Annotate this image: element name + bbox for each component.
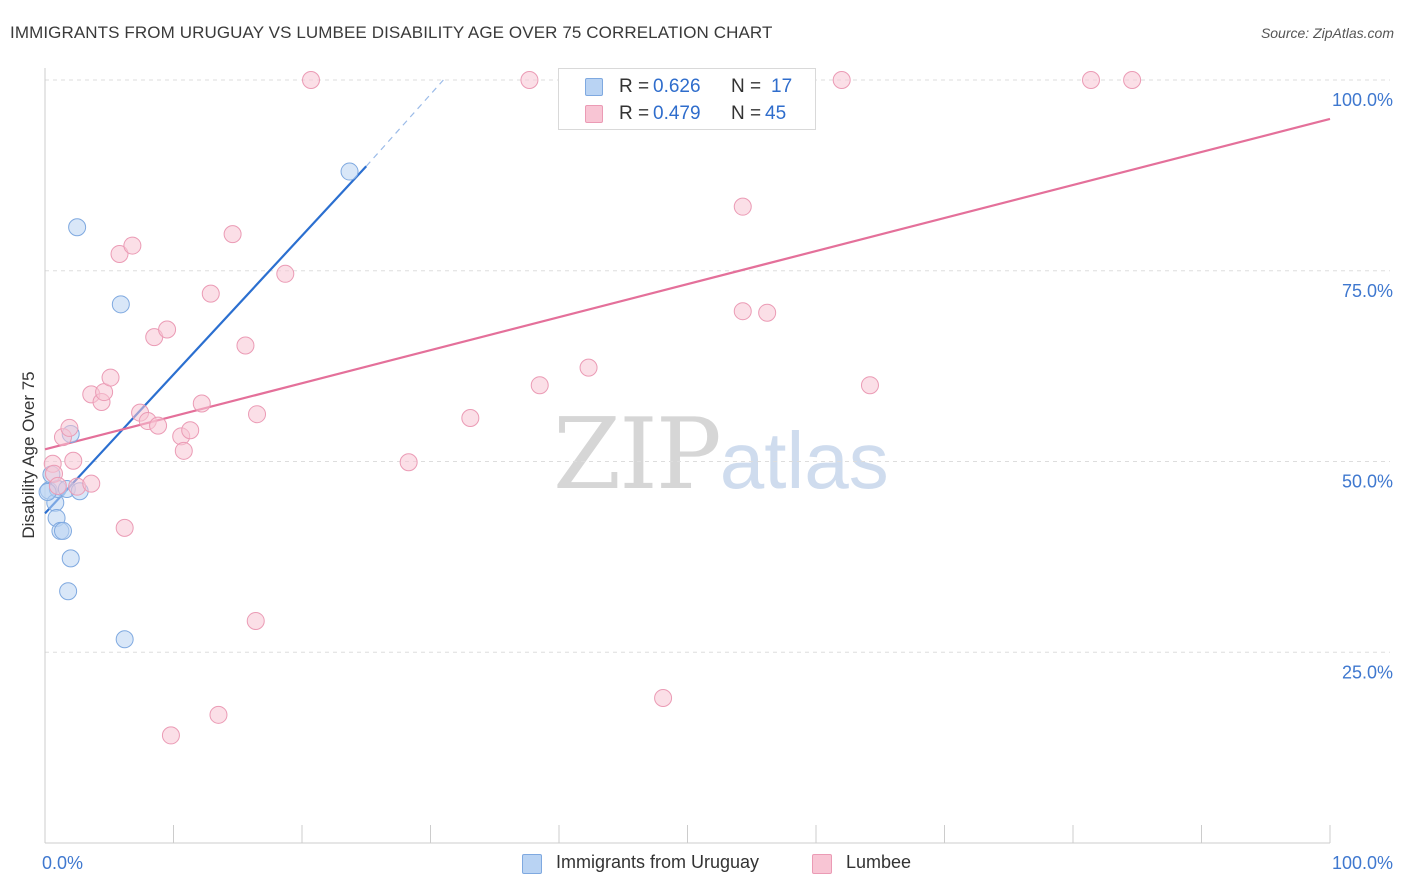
lumbee-point: [530, 376, 549, 395]
uruguay-trendline-extension: [365, 79, 444, 167]
legend-swatch-blue: [585, 78, 603, 96]
lumbee-trendline: [44, 117, 1331, 451]
legend-swatch-pink: [585, 105, 603, 123]
lumbee-point: [654, 689, 673, 708]
legend-r-value: 0.479: [653, 103, 701, 124]
lumbee-point: [248, 405, 267, 424]
zipatlas-watermark: ZIPatlas: [553, 398, 889, 512]
legend-n-label: N =: [731, 76, 762, 97]
lumbee-point: [1081, 71, 1100, 89]
lumbee-point: [115, 518, 134, 537]
y-tick-label: 50.0%: [1342, 472, 1393, 492]
y-tick-label: 75.0%: [1342, 281, 1393, 301]
stats-legend: R = 0.626 N = 17 R = 0.479 N = 45: [558, 68, 816, 130]
x-tick-label-start: 0.0%: [42, 853, 83, 873]
legend-r-value: 0.626: [653, 76, 701, 97]
bottom-legend-swatch-pink: [812, 854, 832, 874]
lumbee-point: [276, 264, 295, 283]
y-tick-label: 25.0%: [1342, 662, 1393, 682]
grid-layer: [45, 79, 1390, 653]
lumbee-point: [223, 225, 242, 244]
lumbee-point: [123, 236, 142, 255]
lumbee-point: [733, 302, 752, 321]
lumbee-point: [158, 320, 177, 339]
source-label: Source: ZipAtlas.com: [1260, 25, 1394, 41]
lumbee-point: [860, 376, 879, 395]
watermark-atlas: atlas: [719, 416, 889, 505]
lumbee-point: [201, 284, 220, 303]
points-layer: [38, 71, 1142, 745]
chart-title: IMMIGRANTS FROM URUGUAY VS LUMBEE DISABI…: [10, 23, 773, 42]
uruguay-point: [61, 549, 80, 568]
lumbee-point: [236, 336, 255, 355]
bottom-legend-label: Lumbee: [846, 852, 912, 872]
lumbee-point: [192, 394, 211, 413]
watermark-zip: ZIP: [553, 398, 722, 512]
axis-layer: [44, 68, 1331, 844]
lumbee-point: [181, 421, 200, 440]
y-tick-label: 100.0%: [1332, 90, 1393, 110]
lumbee-point: [733, 197, 752, 216]
legend-n-value: 17: [771, 76, 793, 97]
lumbee-point: [209, 705, 228, 724]
uruguay-point: [59, 582, 78, 601]
trend-layer: [44, 79, 1331, 515]
legend-n-label: N =: [731, 103, 762, 124]
lumbee-point: [461, 409, 480, 428]
uruguay-point: [68, 218, 87, 237]
lumbee-point: [520, 71, 539, 89]
lumbee-point: [101, 368, 120, 387]
lumbee-point: [174, 441, 193, 460]
lumbee-point: [60, 418, 79, 437]
lumbee-point: [579, 358, 598, 377]
lumbee-point: [110, 244, 129, 263]
uruguay-point: [115, 630, 134, 649]
lumbee-point: [832, 71, 851, 89]
lumbee-point: [246, 611, 265, 630]
lumbee-point: [301, 71, 320, 89]
bottom-legend-swatch-blue: [522, 854, 542, 874]
lumbee-point: [64, 451, 83, 470]
y-axis-title: Disability Age Over 75: [19, 371, 38, 538]
bottom-legend-label: Immigrants from Uruguay: [556, 852, 760, 872]
uruguay-trendline: [44, 165, 368, 515]
lumbee-point: [161, 726, 180, 745]
legend-r-label: R =: [619, 103, 650, 124]
lumbee-point: [82, 474, 101, 493]
lumbee-point: [758, 303, 777, 322]
uruguay-point: [53, 521, 72, 540]
uruguay-point: [111, 295, 130, 314]
label-layer: 25.0% 50.0% 75.0% 100.0% 0.0% 100.0% Disabilit…: [19, 90, 1393, 873]
lumbee-point: [1123, 71, 1142, 89]
x-tick-label-end: 100.0%: [1332, 853, 1393, 873]
uruguay-point: [340, 162, 359, 181]
lumbee-point: [48, 476, 67, 495]
lumbee-point: [399, 453, 418, 472]
legend-n-value: 45: [765, 103, 787, 124]
lumbee-point: [149, 416, 168, 435]
legend-r-label: R =: [619, 76, 650, 97]
